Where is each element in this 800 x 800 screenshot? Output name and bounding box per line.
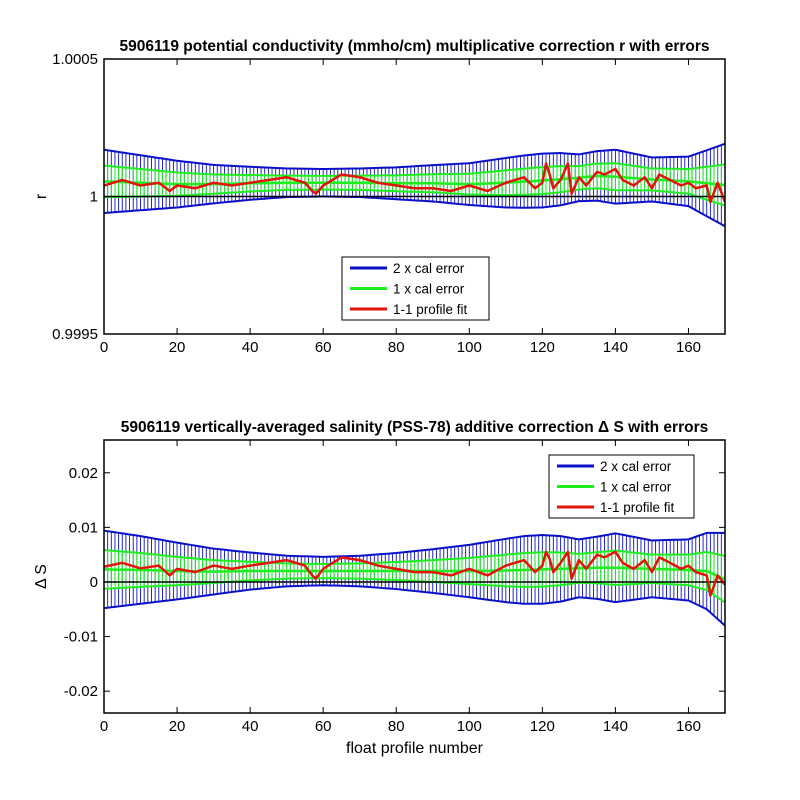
- envelope-1x-lower: [104, 577, 725, 604]
- y-tick-label: 0.01: [69, 519, 98, 536]
- legend: 2 x cal error 1 x cal error 1-1 profile fi…: [341, 256, 490, 321]
- chart-title: 5906119 vertically-averaged salinity (PS…: [121, 419, 709, 436]
- y-tick-label: 1.0005: [52, 51, 98, 68]
- x-tick-label: 160: [676, 339, 701, 356]
- x-tick-label: 60: [315, 339, 332, 356]
- legend-label: 1 x cal error: [393, 282, 465, 297]
- chart-title: 5906119 potential conductivity (mmho/cm)…: [119, 38, 709, 55]
- x-tick-label: 80: [388, 718, 405, 735]
- envelope-1x-upper: [104, 549, 725, 565]
- y-axis-label: Δ S: [33, 564, 50, 589]
- x-tick-label: 40: [242, 718, 259, 735]
- legend: 2 x cal error 1 x cal error 1-1 profile fi…: [548, 454, 695, 519]
- legend-label: 2 x cal error: [600, 459, 672, 474]
- profile-fit-line: [104, 162, 725, 204]
- legend-label: 1-1 profile fit: [393, 302, 468, 317]
- x-tick-label: 0: [100, 339, 108, 356]
- x-tick-label: 140: [603, 339, 628, 356]
- legend-label: 1 x cal error: [600, 480, 672, 495]
- x-tick-label: 20: [169, 718, 186, 735]
- y-tick-label: 0.9995: [52, 326, 98, 343]
- legend-label: 2 x cal error: [393, 261, 465, 276]
- y-tick-label: 0.02: [69, 465, 98, 482]
- legend-label: 1-1 profile fit: [600, 500, 675, 515]
- axes-frame: [103, 439, 726, 714]
- x-tick-label: 160: [676, 718, 701, 735]
- y-tick-label: 1: [90, 189, 98, 206]
- envelope-2x-upper: [104, 529, 725, 558]
- envelope-1x-lower: [104, 187, 725, 207]
- envelope-2x-lower: [104, 584, 725, 627]
- y-axis-label: r: [33, 193, 50, 199]
- x-tick-label: 100: [457, 339, 482, 356]
- data-layer: [104, 142, 725, 228]
- envelope-1x-upper: [104, 162, 725, 177]
- x-tick-label: 100: [457, 718, 482, 735]
- x-tick-label: 40: [242, 339, 259, 356]
- envelope-2x-upper: [104, 142, 725, 171]
- chart-panel-2: 0 20 40 60 80 100 120 140 160 -0.02 -0.01 0 0.01 0.02…: [33, 419, 726, 757]
- x-tick-label: 0: [100, 718, 108, 735]
- x-tick-label: 140: [603, 718, 628, 735]
- y-tick-label: 0: [90, 574, 98, 591]
- x-axis-label: float profile number: [346, 740, 484, 757]
- envelope-2x-lower: [104, 195, 725, 228]
- y-tick-label: -0.02: [64, 683, 98, 700]
- x-tick-label: 120: [530, 718, 555, 735]
- data-layer: [104, 529, 725, 627]
- x-tick-label: 60: [315, 718, 332, 735]
- x-tick-label: 80: [388, 339, 405, 356]
- y-tick-label: -0.01: [64, 629, 98, 646]
- x-tick-label: 120: [530, 339, 555, 356]
- chart-panel-1: 0 20 40 60 80 100 120 140 160 0.9995 1 1.0005 590611…: [33, 38, 726, 356]
- profile-fit-line: [104, 550, 725, 597]
- x-tick-label: 20: [169, 339, 186, 356]
